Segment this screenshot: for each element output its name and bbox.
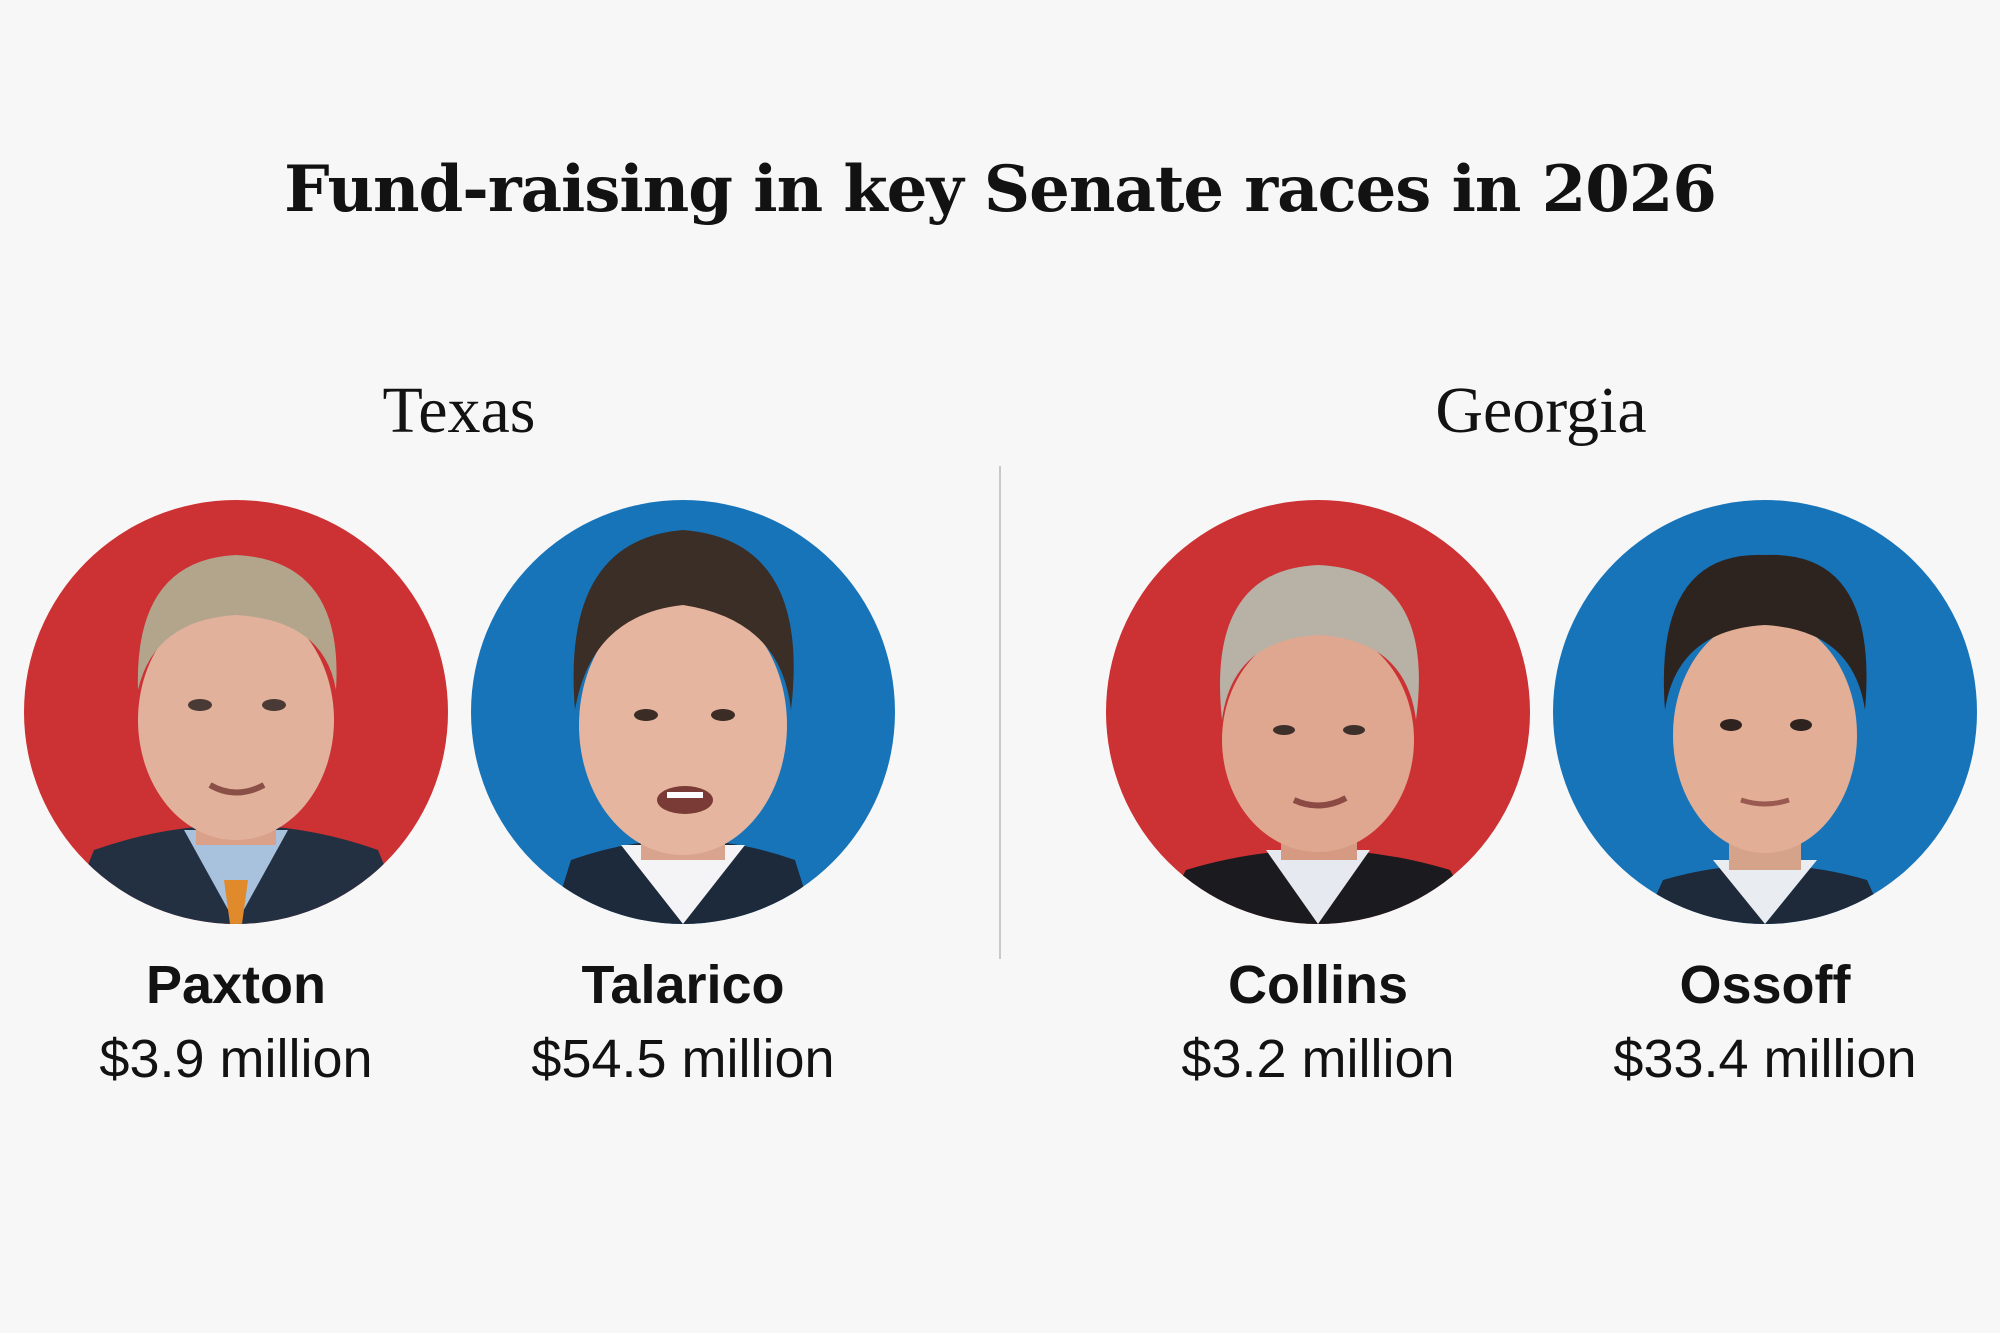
candidate-amount: $3.2 million xyxy=(1181,1029,1455,1089)
portrait-image xyxy=(64,555,408,924)
candidate-name: Paxton xyxy=(145,955,327,1015)
chart-title: Fund-raising in key Senate races in 2026 xyxy=(284,152,1717,227)
race-divider xyxy=(999,466,1001,959)
candidate-amount: $54.5 million xyxy=(531,1029,835,1089)
candidate-portrait xyxy=(1106,500,1530,924)
candidate-amount: $33.4 million xyxy=(1613,1029,1917,1089)
candidate-name: Ossoff xyxy=(1679,955,1851,1015)
portrait-image xyxy=(1156,565,1480,924)
portrait-image xyxy=(551,530,815,924)
portrait-image xyxy=(1643,554,1887,924)
candidate-collins: Collins $3.2 million xyxy=(1088,500,1548,1089)
candidate-portrait xyxy=(471,500,895,924)
state-heading-georgia: Georgia xyxy=(1435,374,1647,447)
candidate-name: Collins xyxy=(1227,955,1408,1015)
candidate-ossoff: Ossoff $33.4 million xyxy=(1535,500,1995,1089)
candidate-portrait xyxy=(1553,500,1977,924)
state-heading-texas: Texas xyxy=(382,374,536,447)
candidate-amount: $3.9 million xyxy=(99,1029,373,1089)
candidate-name: Talarico xyxy=(581,955,785,1015)
candidate-talarico: Talarico $54.5 million xyxy=(453,500,913,1089)
candidate-portrait xyxy=(24,500,448,924)
candidate-paxton: Paxton $3.9 million xyxy=(6,500,466,1089)
